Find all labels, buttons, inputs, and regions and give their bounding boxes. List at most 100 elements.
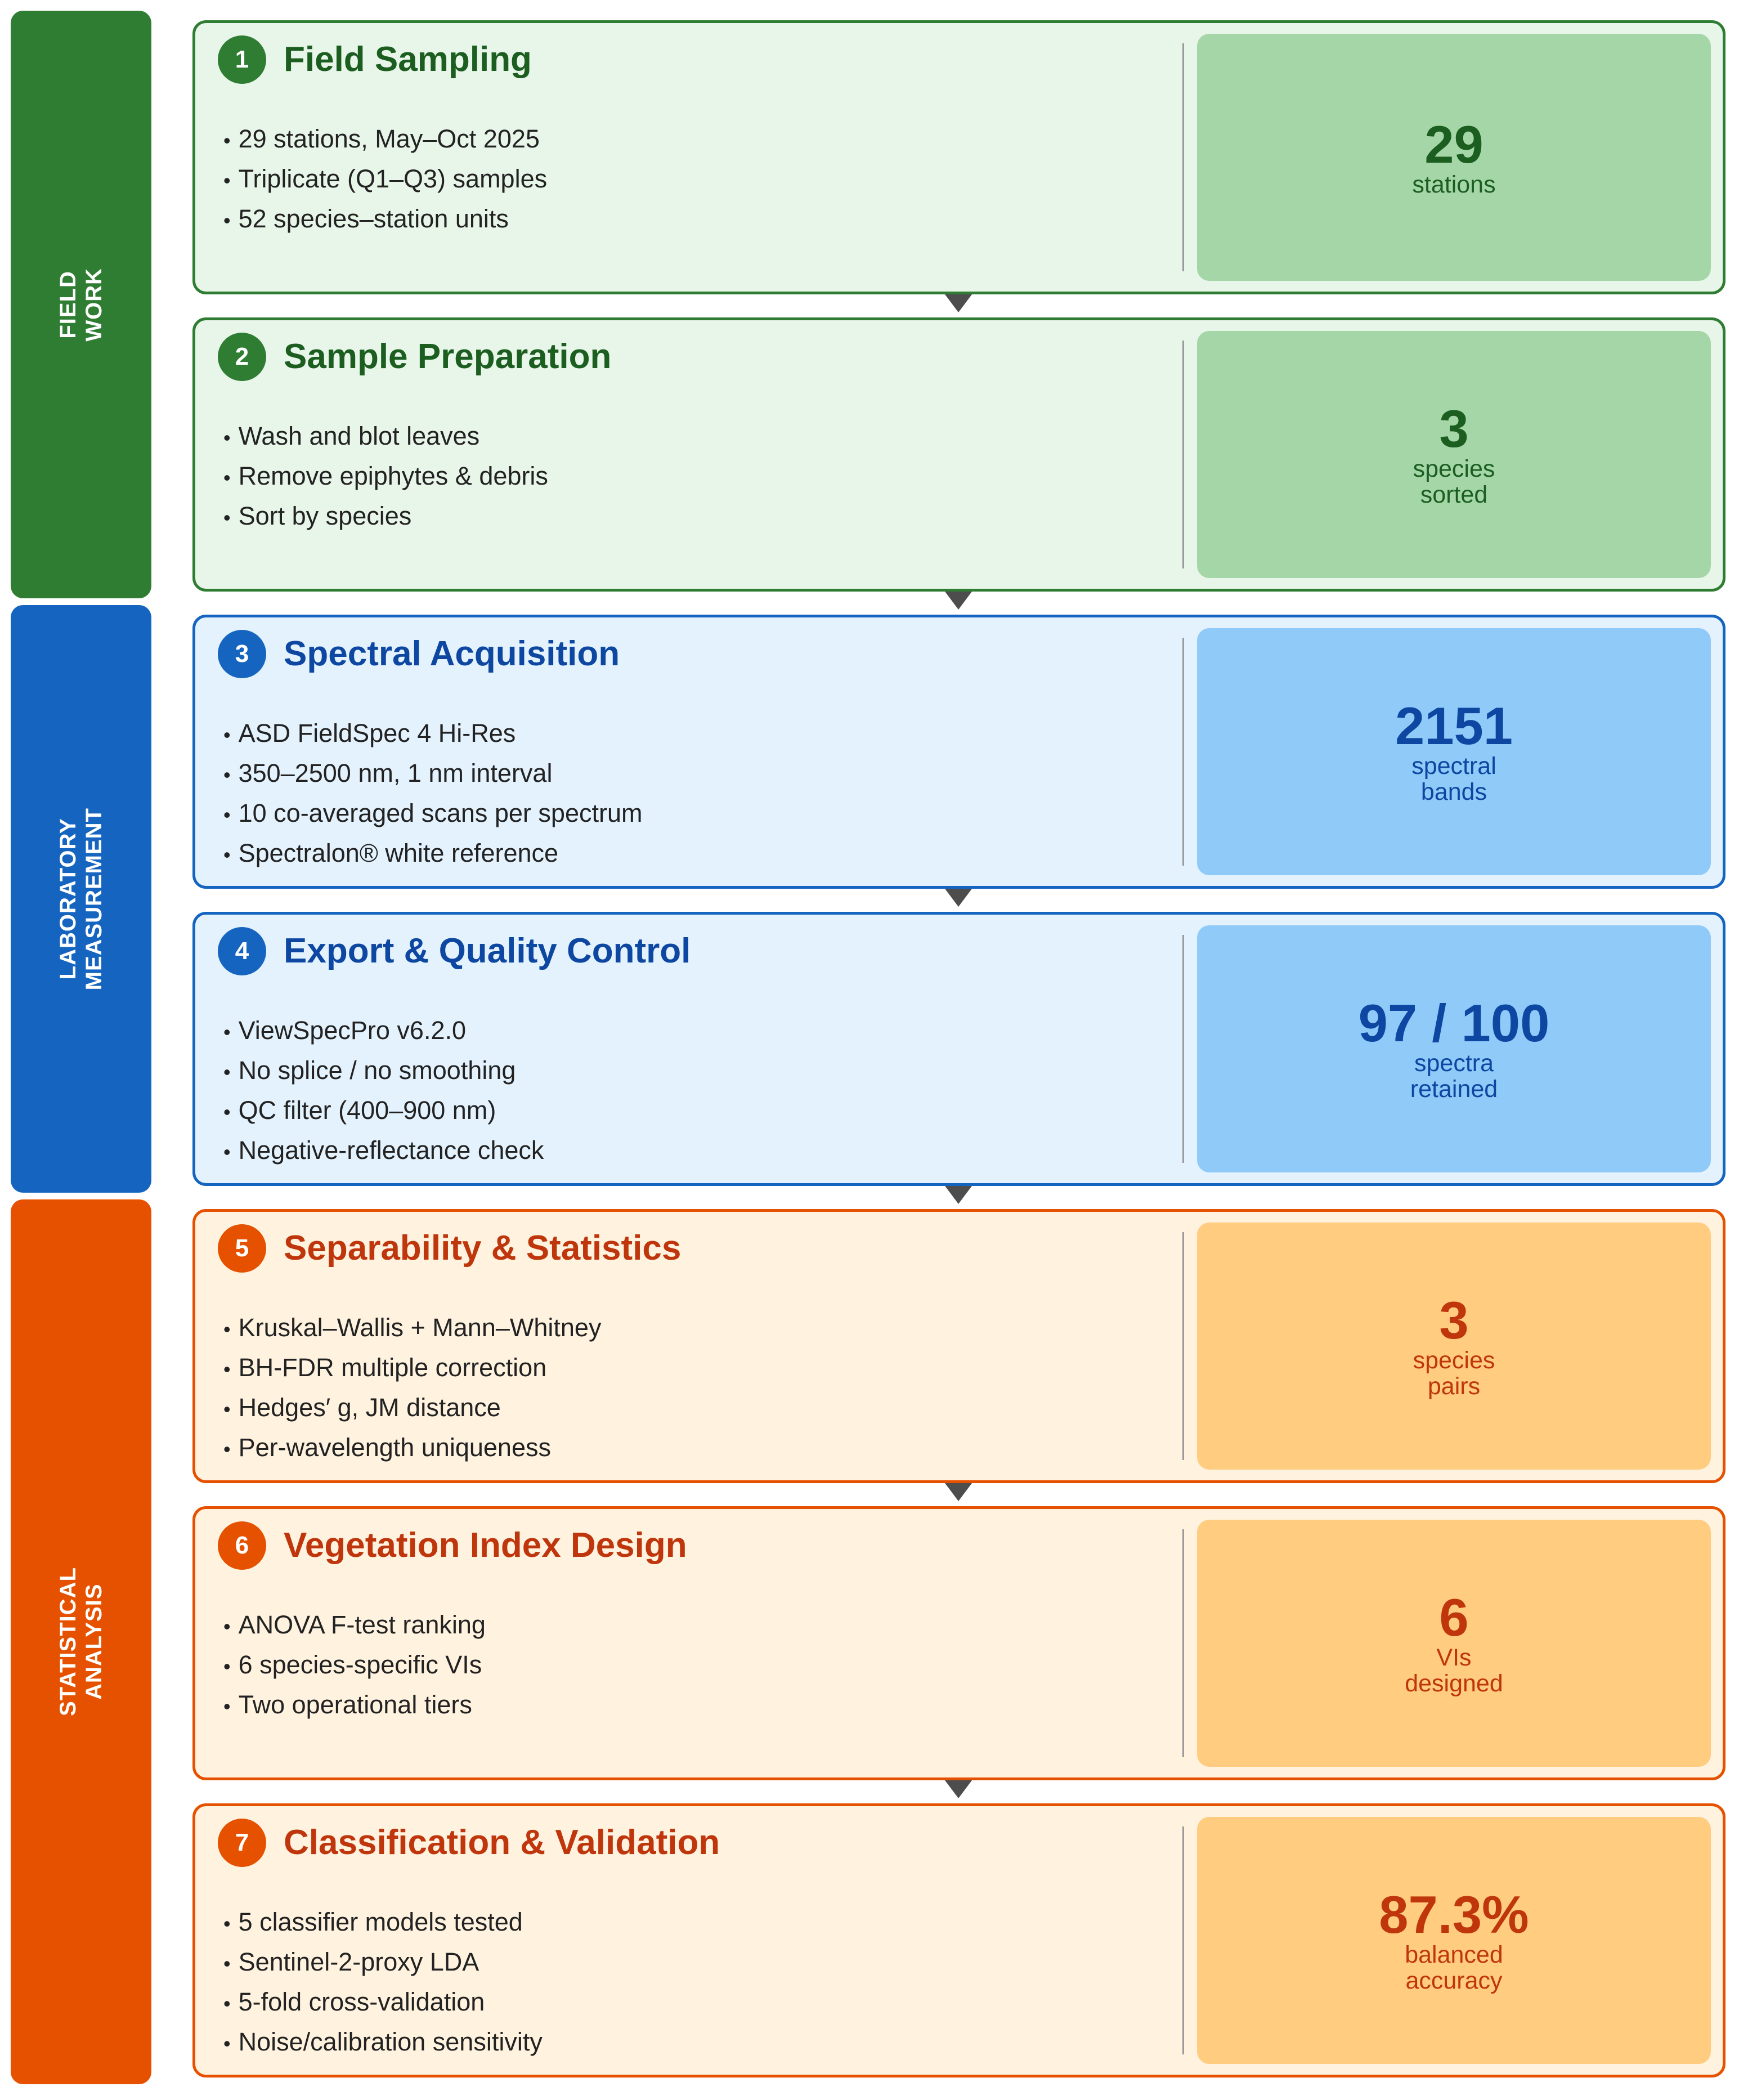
- flow-arrow: [945, 294, 972, 312]
- bullet-list: 5 classifier models testedSentinel-2-pro…: [223, 1903, 543, 2063]
- bullet: 10 co-averaged scans per spectrum: [223, 794, 643, 834]
- stat-box: 6 VIs designed: [1197, 1520, 1711, 1767]
- divider: [1182, 638, 1184, 866]
- bullet: Sentinel-2-proxy LDA: [223, 1943, 543, 1983]
- phase-label-line: STATISTICAL: [56, 1567, 80, 1717]
- phase-bar: STATISTICAL ANALYSIS: [11, 1199, 151, 2084]
- step-title: Spectral Acquisition: [284, 634, 620, 673]
- bullet: Kruskal–Wallis + Mann–Whitney: [223, 1309, 602, 1349]
- stat-label-line: species: [1413, 1346, 1495, 1374]
- bullet: Two operational tiers: [223, 1686, 486, 1726]
- bullet: ANOVA F-test ranking: [223, 1606, 486, 1646]
- stat-box: 29 stations: [1197, 34, 1711, 281]
- stat-label-line: spectra: [1414, 1049, 1494, 1077]
- stat-value: 3: [1439, 398, 1469, 458]
- stat-box: 3 species sorted: [1197, 331, 1711, 578]
- bullet: BH-FDR multiple correction: [223, 1349, 601, 1389]
- bullet: 5-fold cross-validation: [223, 1983, 543, 2023]
- stat-label: stations: [1412, 172, 1495, 198]
- bullet-list: ANOVA F-test ranking6 species-specific V…: [223, 1606, 486, 1726]
- bullet: ASD FieldSpec 4 Hi-Res: [223, 714, 642, 754]
- bullet: No splice / no smoothing: [223, 1051, 544, 1091]
- phase-label-line: LABORATORY: [56, 818, 80, 980]
- step-card: 7 Classification & Validation 5 classifier…: [192, 1803, 1725, 2077]
- bullet: 29 stations, May–Oct 2025: [223, 120, 547, 160]
- bullet: Negative-reflectance check: [223, 1131, 544, 1171]
- bullet: 5 classifier models tested: [223, 1903, 543, 1943]
- flow-arrow: [945, 1186, 972, 1204]
- stat-label-line: balanced: [1405, 1941, 1503, 1968]
- step-card: 1 Field Sampling 29 stations, May–Oct 2025…: [192, 20, 1725, 294]
- flow-arrow: [945, 1483, 972, 1501]
- bullet: Sort by species: [223, 497, 548, 537]
- stat-label: balanced accuracy: [1405, 1942, 1503, 1994]
- phase-label-line: ANALYSIS: [82, 1583, 106, 1700]
- phase-bar: LABORATORY MEASUREMENT: [11, 605, 151, 1193]
- stat-box: 87.3% balanced accuracy: [1197, 1817, 1711, 2064]
- stat-label: species pairs: [1413, 1347, 1495, 1399]
- flow-arrow: [945, 1780, 972, 1798]
- phase-label-line: FIELD: [56, 270, 80, 339]
- stat-label-line: species: [1413, 455, 1495, 482]
- step-number: 7: [218, 1819, 266, 1867]
- step-card: 4 Export & Quality Control ViewSpecPro v6.…: [192, 912, 1725, 1186]
- bullet: Per-wavelength uniqueness: [223, 1429, 601, 1468]
- bullet-list: ASD FieldSpec 4 Hi-Res350–2500 nm, 1 nm …: [223, 714, 643, 874]
- step-title: Export & Quality Control: [284, 932, 691, 970]
- stat-box: 2151 spectral bands: [1197, 628, 1711, 875]
- bullet: 6 species-specific VIs: [223, 1646, 486, 1686]
- bullet: ViewSpecPro v6.2.0: [223, 1011, 544, 1051]
- bullet-list: Wash and blot leavesRemove epiphytes & d…: [223, 417, 548, 537]
- stat-value: 29: [1424, 114, 1483, 174]
- phase-label: FIELD WORK: [55, 268, 107, 342]
- stat-value: 97 / 100: [1358, 993, 1550, 1053]
- bullet: QC filter (400–900 nm): [223, 1091, 544, 1131]
- step-title: Field Sampling: [284, 40, 532, 79]
- divider: [1182, 43, 1184, 271]
- step-title: Vegetation Index Design: [284, 1526, 687, 1565]
- step-title: Sample Preparation: [284, 337, 612, 376]
- bullet: 52 species–station units: [223, 200, 547, 240]
- step-card: 2 Sample Preparation Wash and blot leavesR…: [192, 317, 1725, 592]
- step-title: Classification & Validation: [284, 1823, 720, 1862]
- phase-label-line: WORK: [82, 267, 106, 342]
- stat-label-line: stations: [1412, 171, 1496, 198]
- flow-arrow: [945, 889, 972, 907]
- bullet-list: 29 stations, May–Oct 2025Triplicate (Q1–…: [223, 120, 548, 240]
- stat-label-line: spectral: [1411, 752, 1496, 780]
- flow-arrow: [945, 592, 972, 610]
- bullet: Noise/calibration sensitivity: [223, 2023, 543, 2063]
- divider: [1182, 341, 1184, 568]
- stat-label-line: VIs: [1436, 1644, 1472, 1671]
- stat-label-line: bands: [1420, 778, 1487, 805]
- stat-value: 3: [1439, 1290, 1469, 1350]
- bullet-list: Kruskal–Wallis + Mann–WhitneyBH-FDR mult…: [223, 1309, 602, 1468]
- stat-label-line: designed: [1405, 1669, 1503, 1697]
- stat-label: spectra retained: [1410, 1050, 1498, 1102]
- stat-label: spectral bands: [1411, 753, 1496, 805]
- phase-bar: FIELD WORK: [11, 11, 151, 598]
- bullet: Hedges′ g, JM distance: [223, 1389, 601, 1429]
- bullet: Wash and blot leaves: [223, 417, 548, 457]
- stat-label-line: pairs: [1427, 1372, 1481, 1400]
- stat-label-line: retained: [1410, 1075, 1498, 1103]
- stat-box: 97 / 100 spectra retained: [1197, 925, 1711, 1172]
- stat-box: 3 species pairs: [1197, 1223, 1711, 1470]
- bullet: Triplicate (Q1–Q3) samples: [223, 160, 548, 200]
- stat-value: 6: [1439, 1587, 1469, 1647]
- bullet: Remove epiphytes & debris: [223, 457, 548, 497]
- step-card: 3 Spectral Acquisition ASD FieldSpec 4 Hi-…: [192, 615, 1725, 889]
- stat-label-line: accuracy: [1405, 1967, 1503, 1994]
- divider: [1182, 1826, 1184, 2054]
- step-number: 6: [218, 1521, 266, 1570]
- divider: [1182, 1529, 1184, 1757]
- stat-label: VIs designed: [1405, 1645, 1503, 1696]
- step-number: 3: [218, 630, 266, 678]
- phase-label-line: MEASUREMENT: [82, 807, 106, 991]
- step-card: 6 Vegetation Index Design ANOVA F-test ran…: [192, 1506, 1725, 1780]
- divider: [1182, 935, 1184, 1163]
- step-card: 5 Separability & Statistics Kruskal–Wallis…: [192, 1209, 1725, 1483]
- stat-value: 87.3%: [1379, 1884, 1529, 1944]
- divider: [1182, 1232, 1184, 1460]
